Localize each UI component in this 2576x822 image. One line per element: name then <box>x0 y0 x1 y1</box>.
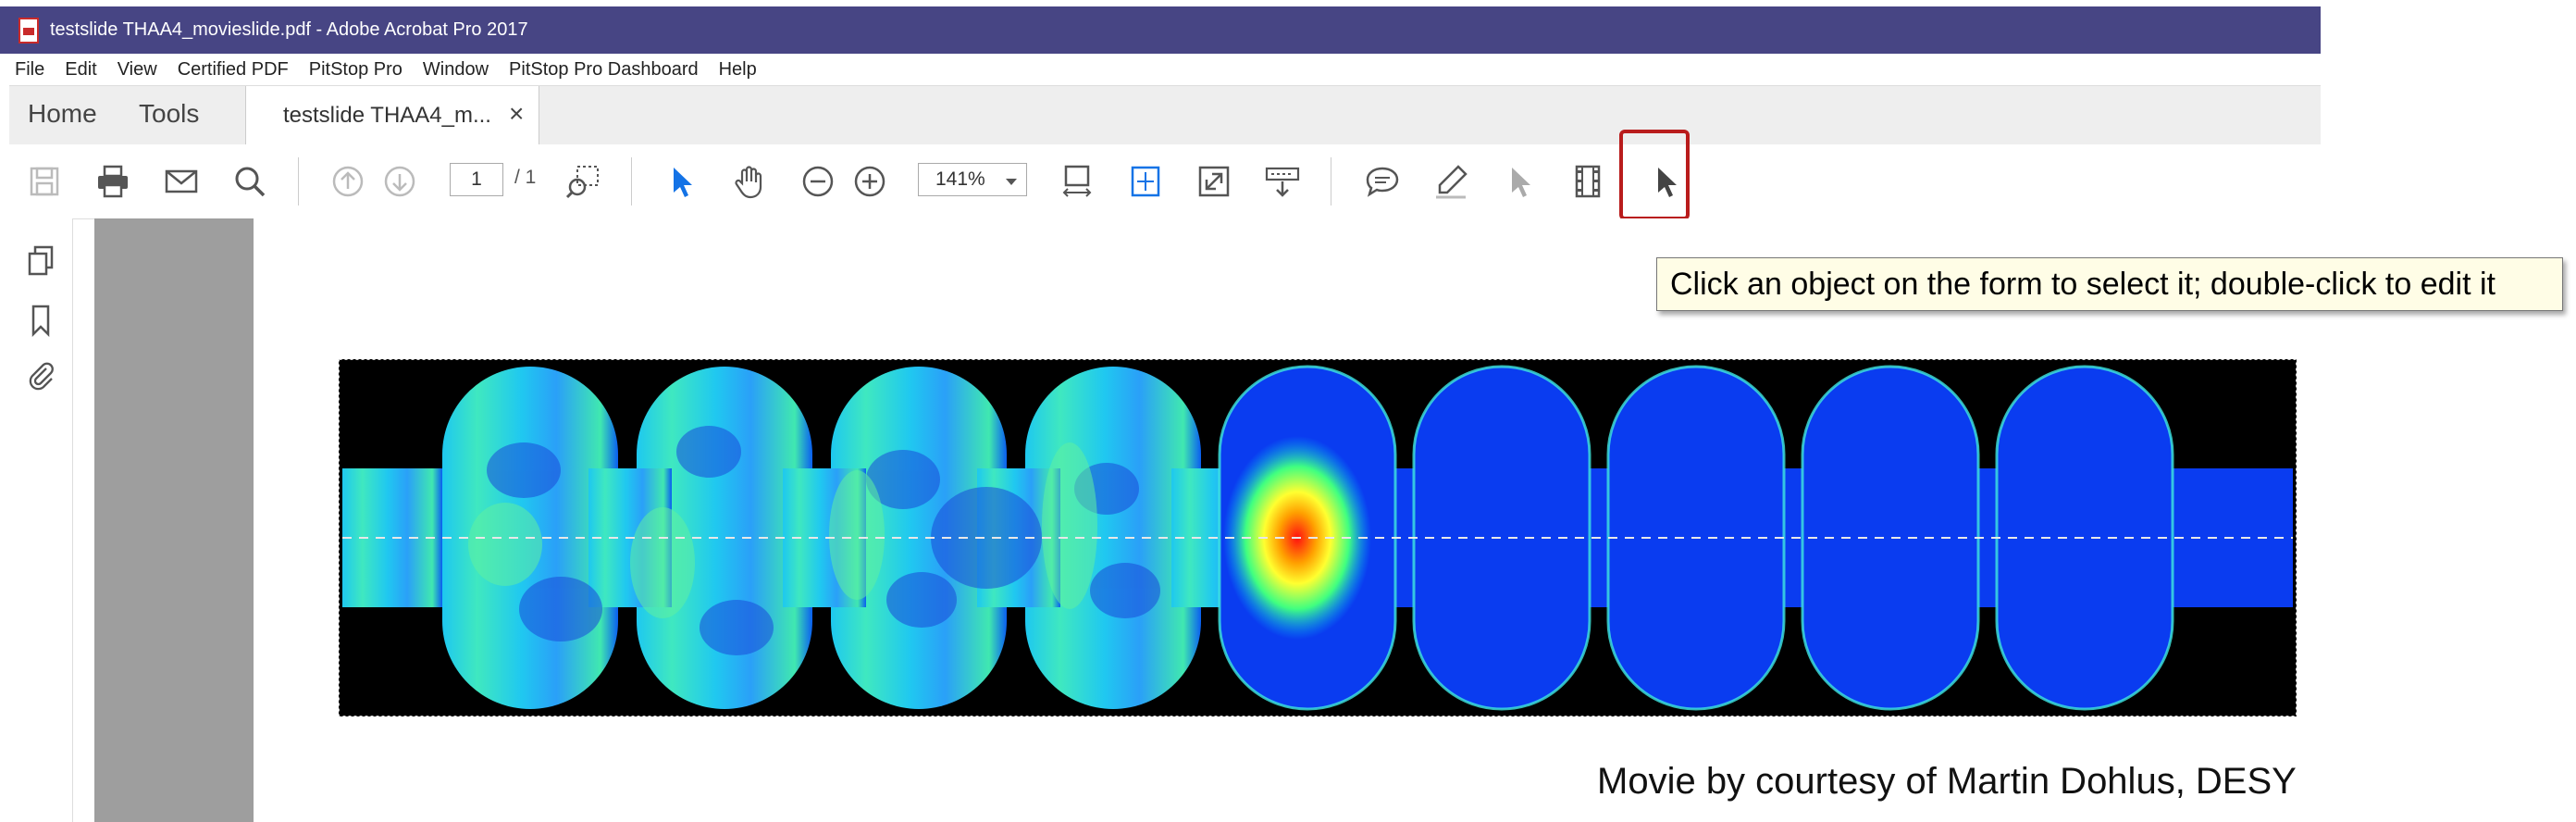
close-tab-icon[interactable]: × <box>509 99 525 128</box>
print-icon[interactable] <box>94 163 131 200</box>
menu-window[interactable]: Window <box>422 58 489 80</box>
bookmark-icon[interactable] <box>26 304 56 338</box>
menu-file[interactable]: File <box>15 58 45 80</box>
highlight-box <box>1619 130 1690 220</box>
save-icon[interactable] <box>26 163 63 200</box>
simulation-movie-frame[interactable] <box>339 359 2297 721</box>
window-title: testslide THAA4_movieslide.pdf - Adobe A… <box>50 19 528 40</box>
document-tab-label: testslide THAA4_m... <box>283 103 491 128</box>
title-bar: testslide THAA4_movieslide.pdf - Adobe A… <box>0 6 2321 54</box>
menu-certified-pdf[interactable]: Certified PDF <box>177 58 289 80</box>
zoom-out-icon[interactable] <box>799 163 836 200</box>
menu-view[interactable]: View <box>117 58 157 80</box>
pointer-gray-icon[interactable] <box>1501 163 1538 200</box>
page-thumbnails-icon[interactable] <box>26 244 56 278</box>
film-strip-icon[interactable] <box>1569 163 1606 200</box>
pdf-file-icon <box>19 17 39 44</box>
menu-bar: File Edit View Certified PDF PitStop Pro… <box>0 54 2321 85</box>
tab-bar: Home Tools testslide THAA4_m... × <box>9 85 2321 146</box>
menu-help[interactable]: Help <box>718 58 757 80</box>
tab-home[interactable]: Home <box>28 99 97 128</box>
zoom-level-dropdown[interactable]: 141% <box>918 163 1027 196</box>
keyboard-scroll-icon[interactable] <box>1264 163 1301 200</box>
page-number-input[interactable]: 1 <box>450 163 503 196</box>
menu-pitstop-pro[interactable]: PitStop Pro <box>308 58 402 80</box>
marquee-zoom-icon[interactable] <box>564 163 601 200</box>
comment-icon[interactable] <box>1364 163 1401 200</box>
attachment-icon[interactable] <box>26 359 56 392</box>
highlight-pen-icon[interactable] <box>1432 163 1469 200</box>
tab-tools[interactable]: Tools <box>139 99 200 128</box>
email-icon[interactable] <box>163 163 200 200</box>
left-navigation-pane <box>9 218 73 822</box>
previous-page-icon[interactable] <box>329 163 366 200</box>
search-icon[interactable] <box>231 163 268 200</box>
acrobat-window: testslide THAA4_movieslide.pdf - Adobe A… <box>0 6 2321 822</box>
movie-credit-caption: Movie by courtesy of Martin Dohlus, DESY <box>1597 761 2297 802</box>
select-object-icon[interactable] <box>1647 163 1684 200</box>
document-background <box>94 218 254 822</box>
page-total: / 1 <box>514 167 537 188</box>
select-tool-icon[interactable] <box>663 163 700 200</box>
fit-width-icon[interactable] <box>1059 163 1096 200</box>
toolbar-separator <box>298 157 299 206</box>
chevron-down-icon <box>1006 179 1017 185</box>
toolbar-separator <box>631 157 632 206</box>
menu-edit[interactable]: Edit <box>65 58 97 80</box>
tooltip: Click an object on the form to select it… <box>1656 257 2563 311</box>
full-screen-icon[interactable] <box>1195 163 1232 200</box>
zoom-in-icon[interactable] <box>851 163 888 200</box>
fit-page-icon[interactable] <box>1127 163 1164 200</box>
menu-pitstop-dashboard[interactable]: PitStop Pro Dashboard <box>509 58 699 80</box>
main-toolbar: 1 / 1 141% <box>9 144 2321 219</box>
zoom-level-value: 141% <box>935 168 985 190</box>
tab-document[interactable]: testslide THAA4_m... × <box>245 86 539 145</box>
next-page-icon[interactable] <box>381 163 418 200</box>
hand-tool-icon[interactable] <box>731 163 768 200</box>
